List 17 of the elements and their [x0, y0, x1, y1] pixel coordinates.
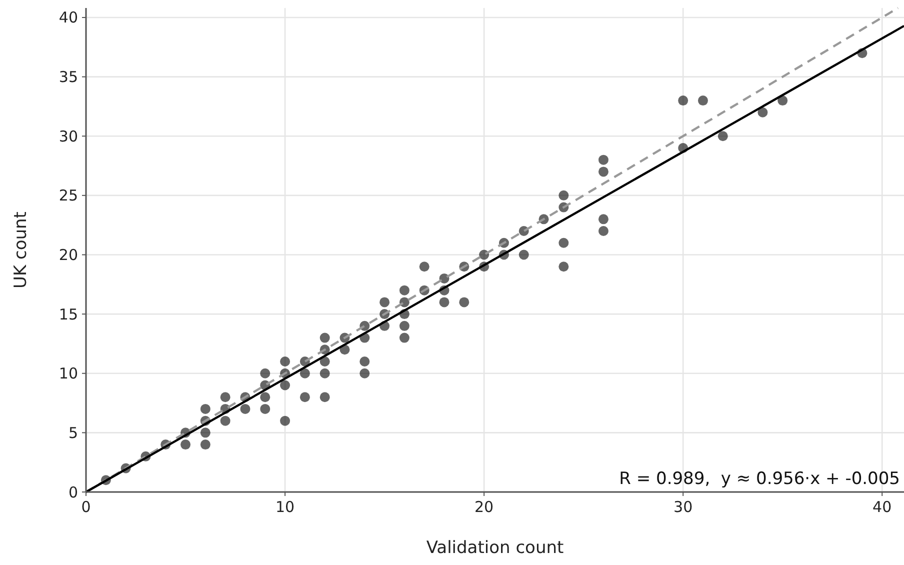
- x-tick-label: 20: [474, 498, 494, 516]
- y-tick-label: 35: [58, 68, 78, 86]
- x-axis-title: Validation count: [426, 538, 564, 558]
- y-tick-label: 15: [58, 305, 78, 324]
- x-tick-label: 0: [81, 498, 91, 516]
- x-tick-label: 10: [275, 498, 295, 516]
- annotation: R = 0.989, y ≈ 0.956·x + -0.005: [619, 469, 900, 489]
- y-tick-label: 25: [58, 186, 78, 205]
- x-tick-label: 30: [674, 498, 693, 516]
- y-tick-label: 30: [58, 127, 78, 146]
- y-axis-title: UK count: [11, 211, 31, 288]
- y-tick-label: 20: [58, 246, 78, 264]
- y-tick-label: 40: [58, 8, 78, 27]
- y-tick-label: 10: [58, 364, 78, 383]
- y-tick-label: 5: [68, 424, 78, 442]
- x-tick-label: 40: [872, 498, 892, 516]
- y-tick-label: 0: [68, 483, 78, 502]
